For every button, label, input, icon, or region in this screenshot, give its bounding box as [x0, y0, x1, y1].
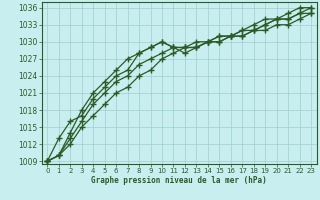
X-axis label: Graphe pression niveau de la mer (hPa): Graphe pression niveau de la mer (hPa)	[91, 176, 267, 185]
